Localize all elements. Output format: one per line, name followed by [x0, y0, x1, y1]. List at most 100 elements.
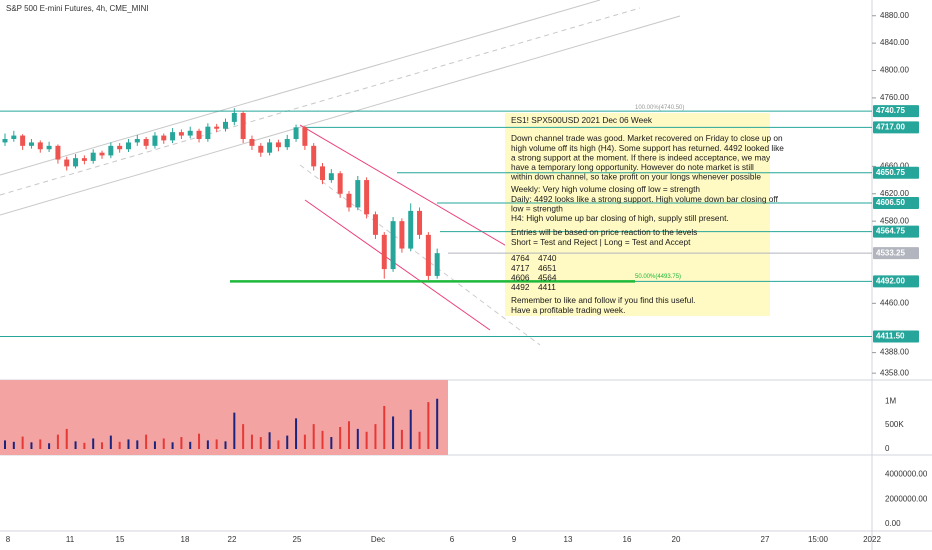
volume-bar [321, 430, 324, 449]
y-tick-label: 4760.00 [880, 93, 909, 102]
volume-tick-label: 0 [885, 444, 890, 453]
volume-bar [118, 441, 121, 449]
note-line: low = strength [511, 203, 563, 213]
note-line: within down channel, so take profit on y… [510, 172, 761, 182]
note-table-cell: 4492 [511, 282, 530, 292]
channel-line [0, 0, 601, 176]
volume-bar [400, 429, 403, 449]
note-line: Daily: 4492 looks like a strong support.… [511, 194, 779, 204]
lower-tick-label: 0.00 [885, 519, 901, 528]
level-tag [873, 225, 919, 238]
symbol-title: S&P 500 E-mini Futures, 4h, CME_MINI [6, 4, 149, 13]
volume-bar [409, 409, 412, 449]
volume-bar [365, 431, 368, 449]
volume-bar [224, 441, 227, 449]
y-tick-label: 4620.00 [880, 189, 909, 198]
candle-body [293, 127, 299, 139]
level-label: 4564.75 [876, 227, 905, 236]
volume-bar [39, 439, 42, 449]
volume-bar [189, 441, 192, 449]
level-label: 4606.50 [876, 198, 905, 207]
volume-bar [180, 437, 183, 449]
volume-bar [427, 402, 430, 449]
candle-body [214, 126, 220, 129]
y-tick-label: 4880.00 [880, 11, 909, 20]
note-table-cell: 4606 [511, 272, 530, 282]
candle-body [55, 145, 61, 160]
candle-body [125, 142, 131, 150]
x-tick-label: 8 [6, 535, 11, 544]
volume-bar [171, 442, 174, 449]
note-table-cell: 4717 [511, 263, 530, 273]
volume-bar [12, 441, 15, 449]
fib-label: 50.00%(4493.75) [635, 274, 681, 280]
volume-bar [74, 441, 77, 449]
note-table-cell: 4564 [538, 272, 557, 282]
x-tick-label: 6 [450, 535, 455, 544]
volume-bar [162, 438, 165, 449]
level-label: 4492.00 [876, 277, 905, 286]
level-tag [873, 105, 919, 118]
candle-body [143, 138, 149, 146]
note-table-cell: 4740 [538, 253, 557, 263]
note-line: high volume off its high (H4). Some supp… [511, 143, 784, 153]
volume-bar [286, 435, 289, 449]
candle-body [434, 253, 440, 276]
candle-body [408, 210, 414, 249]
candle-body [134, 138, 140, 143]
candle-body [320, 166, 326, 181]
note-title: ES1! SPX500USD 2021 Dec 06 Week [511, 115, 653, 125]
x-tick-label: 9 [512, 535, 517, 544]
level-tag [873, 247, 919, 260]
level-tag [873, 275, 919, 288]
volume-bar [303, 434, 306, 449]
volume-bar [48, 443, 51, 449]
candle-body [302, 127, 308, 146]
candle-body [258, 145, 264, 153]
volume-bar [56, 434, 59, 449]
volume-bar [418, 431, 421, 449]
volume-bar [312, 424, 315, 449]
candle-body [381, 234, 387, 270]
y-tick-label: 4580.00 [880, 216, 909, 225]
y-tick-label: 4840.00 [880, 38, 909, 47]
level-tag [873, 330, 919, 343]
candle-body [20, 135, 26, 146]
volume-bar [347, 421, 350, 449]
level-label: 4533.25 [876, 248, 905, 257]
lower-tick-label: 4000000.00 [885, 470, 928, 479]
volume-bar [356, 428, 359, 449]
x-tick-label: 15 [116, 535, 125, 544]
note-line: Weekly: Very high volume closing off low… [511, 184, 700, 194]
volume-bar [295, 418, 298, 449]
y-tick-label: 4660.00 [880, 161, 909, 170]
candle-body [81, 158, 87, 161]
candle-body [11, 135, 17, 139]
candle-body [2, 138, 8, 143]
volume-bar [83, 442, 86, 449]
volume-tick-label: 1M [885, 396, 896, 405]
level-label: 4740.75 [876, 106, 905, 115]
candle-body [223, 121, 228, 129]
candle-body [328, 173, 334, 181]
x-tick-label: 2022 [863, 535, 881, 544]
candle-body [152, 135, 158, 146]
volume-tick-label: 500K [885, 420, 904, 429]
down-channel [299, 124, 511, 249]
volume-bar [198, 433, 201, 449]
level-tag [873, 166, 919, 179]
volume-bar [4, 440, 6, 449]
level-label: 4411.50 [876, 332, 905, 341]
candle-body [346, 193, 352, 208]
volume-bar [233, 412, 236, 449]
candle-body [240, 112, 246, 139]
x-tick-label: 16 [623, 535, 632, 544]
note-line: Entries will be based on price reaction … [511, 227, 697, 237]
candle-body [364, 180, 370, 215]
candle-body [37, 142, 43, 150]
level-tag [873, 197, 919, 210]
x-tick-label: 22 [228, 535, 237, 544]
candle-body [161, 135, 167, 141]
